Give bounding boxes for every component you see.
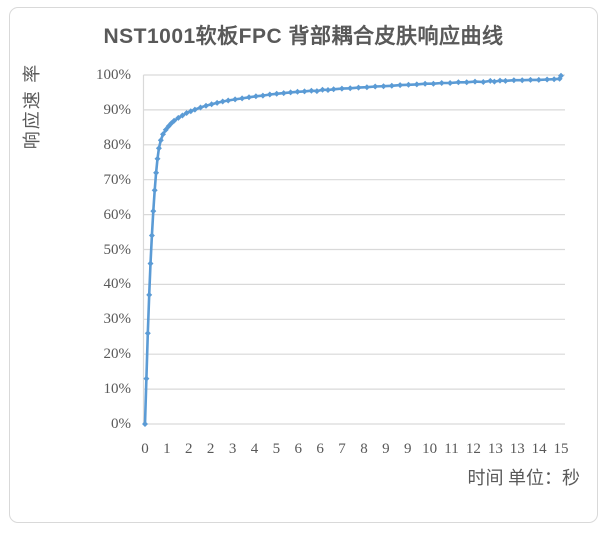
x-tick-label: 1 <box>163 441 171 457</box>
x-tick-label: 8 <box>360 441 368 457</box>
y-tick-label: 80% <box>103 136 132 153</box>
x-tick-label: 4 <box>250 441 259 457</box>
y-tick-label: 60% <box>103 206 132 223</box>
x-tick-label: 10 <box>422 441 438 457</box>
x-tick-label: 0 <box>141 441 149 457</box>
x-tick-label: 2 <box>185 441 193 457</box>
x-tick-label: 11 <box>444 441 459 457</box>
x-tick-label: 6 <box>316 441 324 457</box>
y-tick-label: 40% <box>103 276 132 293</box>
chart-title: NST1001软板FPC 背部耦合皮肤响应曲线 <box>103 25 504 48</box>
x-axis-title: 时间 单位：秒 <box>467 468 581 488</box>
x-tick-label: 2 <box>206 441 215 457</box>
y-tick-label: 10% <box>103 381 132 398</box>
x-tick-label: 13 <box>487 441 503 457</box>
x-tick-label: 9 <box>403 441 412 457</box>
x-tick-label: 13 <box>509 441 525 457</box>
x-tick-label: 14 <box>531 441 547 457</box>
y-tick-label: 20% <box>103 346 132 363</box>
y-tick-label: 90% <box>103 101 132 118</box>
y-tick-label: 30% <box>103 311 132 328</box>
y-tick-label: 70% <box>103 171 132 188</box>
x-tick-label: 15 <box>553 441 569 457</box>
x-tick-label: 12 <box>465 441 481 457</box>
x-tick-label: 9 <box>382 441 390 457</box>
y-tick-label: 100% <box>96 67 131 83</box>
y-tick-label: 50% <box>103 241 132 258</box>
x-tick-label: 6 <box>294 441 303 457</box>
y-tick-label: 0% <box>111 416 131 432</box>
x-tick-label: 7 <box>338 441 346 457</box>
x-tick-label: 5 <box>272 441 281 457</box>
x-tick-label: 3 <box>228 441 237 457</box>
